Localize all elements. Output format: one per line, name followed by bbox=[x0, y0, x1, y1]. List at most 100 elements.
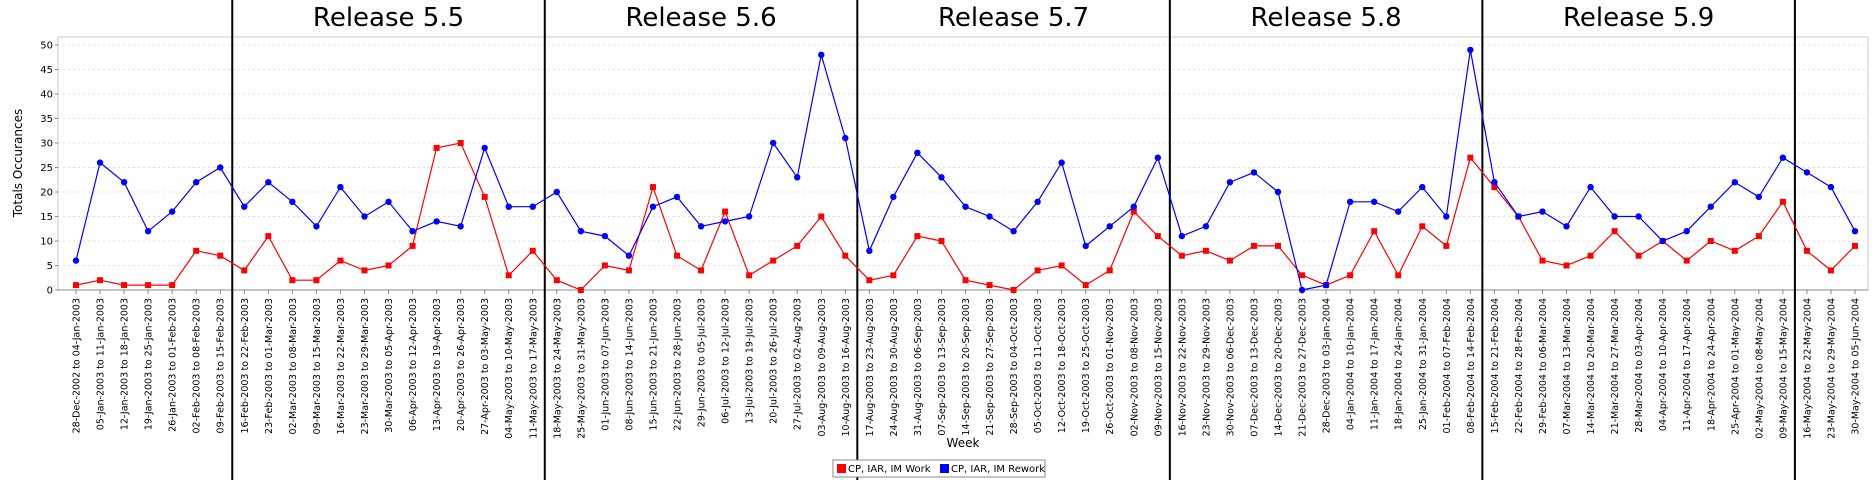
y-tick-label: 10 bbox=[40, 237, 53, 248]
data-point bbox=[866, 277, 873, 284]
x-tick-label: 04-Apr-2004 to 10-Apr-2004 bbox=[1658, 298, 1669, 431]
y-tick-label: 25 bbox=[40, 163, 53, 174]
y-tick-label: 15 bbox=[40, 212, 53, 223]
data-point bbox=[938, 174, 945, 181]
data-point bbox=[1395, 272, 1402, 279]
x-tick-label: 21-Sep-2003 to 27-Sep-2003 bbox=[985, 298, 996, 436]
legend-label-rework: CP, IAR, IM Rework bbox=[951, 464, 1045, 475]
data-point bbox=[674, 252, 681, 259]
legend: CP, IAR, IM Work CP, IAR, IM Rework bbox=[832, 459, 1046, 478]
data-point bbox=[938, 238, 945, 244]
x-tick-label: 23-May-2004 to 29-May-2004 bbox=[1826, 298, 1837, 439]
release-dividers: Release 5.5 Release 5.6 Release 5.7 Release… bbox=[231, 0, 1796, 480]
x-tick-label: 09-May-2004 to 15-May-2004 bbox=[1778, 298, 1789, 439]
x-tick-label: 18-Apr-2004 to 24-Apr-2004 bbox=[1706, 298, 1717, 431]
data-point bbox=[1250, 169, 1258, 176]
data-point bbox=[73, 282, 79, 289]
x-tick-label: 07-Sep-2003 to 13-Sep-2003 bbox=[937, 298, 948, 436]
x-tick-label: 07-Dec-2003 to 13-Dec-2003 bbox=[1249, 298, 1260, 437]
data-point bbox=[1154, 154, 1162, 161]
data-point bbox=[1370, 198, 1378, 205]
data-point bbox=[1058, 262, 1065, 269]
x-tick-label: 08-Feb-2004 to 14-Feb-2004 bbox=[1466, 298, 1477, 433]
legend-swatch-work bbox=[837, 464, 846, 473]
x-tick-label: 14-Mar-2004 to 20-Mar-2004 bbox=[1586, 298, 1597, 434]
data-point bbox=[1779, 154, 1787, 161]
data-point bbox=[505, 272, 512, 279]
data-point bbox=[770, 257, 777, 264]
x-tick-label: 23-Mar-2003 to 29-Mar-2003 bbox=[360, 298, 371, 434]
data-point bbox=[1082, 282, 1089, 289]
data-point bbox=[625, 252, 633, 259]
release-label: Release 5.8 bbox=[1251, 3, 1402, 33]
x-tick-label: 11-Apr-2004 to 17-Apr-2004 bbox=[1682, 298, 1693, 431]
x-tick-label: 05-Jan-2003 to 11-Jan-2003 bbox=[96, 298, 107, 430]
x-tick-label: 02-Feb-2003 to 08-Feb-2003 bbox=[192, 298, 203, 433]
data-point bbox=[601, 262, 608, 269]
data-point bbox=[193, 179, 200, 186]
y-tick-label: 20 bbox=[40, 188, 53, 199]
data-point bbox=[1611, 213, 1618, 220]
x-tick-label: 16-Mar-2003 to 22-Mar-2003 bbox=[336, 298, 347, 434]
data-point bbox=[1635, 252, 1642, 259]
x-tick-label: 30-May-2004 to 05-Jun-2004 bbox=[1851, 298, 1862, 435]
x-tick-label: 25-May-2003 to 31-May-2003 bbox=[576, 298, 587, 439]
data-point bbox=[1034, 267, 1041, 274]
x-tick-label: 25-Jan-2004 to 31-Jan-2004 bbox=[1418, 298, 1429, 430]
data-point bbox=[962, 203, 969, 210]
x-tick-label: 15-Jun-2003 to 21-Jun-2003 bbox=[648, 298, 659, 431]
data-point bbox=[289, 198, 296, 205]
data-point bbox=[866, 247, 873, 254]
x-tick-label: 19-Oct-2003 to 25-Oct-2003 bbox=[1081, 298, 1092, 433]
y-tick-label: 40 bbox=[40, 90, 53, 101]
x-tick-label: 23-Feb-2003 to 01-Mar-2003 bbox=[264, 298, 275, 434]
data-point bbox=[409, 242, 416, 249]
x-tick-label: 14-Dec-2003 to 20-Dec-2003 bbox=[1274, 298, 1285, 437]
data-point bbox=[1058, 159, 1065, 166]
data-point bbox=[145, 282, 152, 289]
data-point bbox=[1298, 286, 1306, 294]
data-point bbox=[529, 247, 536, 254]
release-label: Release 5.7 bbox=[938, 3, 1089, 33]
release-label: Release 5.5 bbox=[313, 3, 464, 33]
data-point bbox=[1563, 262, 1570, 269]
x-tick-label: 28-Mar-2004 to 03-Apr-2004 bbox=[1634, 298, 1645, 433]
x-tick-label: 29-Feb-2004 to 06-Mar-2004 bbox=[1538, 298, 1549, 434]
data-point bbox=[1683, 228, 1690, 235]
data-point bbox=[746, 272, 753, 279]
data-point bbox=[241, 203, 248, 210]
gridlines bbox=[58, 44, 1868, 266]
data-point bbox=[673, 193, 681, 201]
data-point bbox=[337, 257, 344, 264]
x-tick-label: 28-Dec-2002 to 04-Jan-2003 bbox=[72, 298, 83, 433]
data-point bbox=[1803, 169, 1811, 176]
data-point bbox=[1563, 223, 1570, 230]
data-point bbox=[385, 198, 392, 205]
data-point bbox=[1467, 154, 1474, 161]
x-tick-label: 06-Jul-2003 to 12-Jul-2003 bbox=[721, 298, 732, 424]
data-point bbox=[1178, 232, 1186, 240]
data-point bbox=[265, 179, 272, 186]
x-tick-label: 13-Apr-2003 to 19-Apr-2003 bbox=[432, 298, 443, 431]
data-point bbox=[842, 252, 849, 259]
data-point bbox=[1250, 242, 1257, 249]
data-point bbox=[241, 267, 248, 274]
x-tick-label: 09-Feb-2003 to 15-Feb-2003 bbox=[216, 298, 227, 433]
data-point bbox=[1491, 179, 1498, 186]
x-tick-label: 24-Aug-2003 to 30-Aug-2003 bbox=[889, 298, 900, 437]
data-point bbox=[1010, 287, 1017, 293]
legend-label-work: CP, IAR, IM Work bbox=[848, 464, 931, 475]
data-point bbox=[601, 232, 609, 240]
data-point bbox=[1635, 213, 1642, 220]
data-point bbox=[1515, 213, 1522, 220]
data-point bbox=[625, 267, 632, 274]
data-point bbox=[1539, 208, 1546, 215]
data-point bbox=[120, 179, 128, 186]
data-point bbox=[1851, 228, 1859, 235]
data-point bbox=[169, 282, 176, 289]
release-label: Release 5.9 bbox=[1563, 3, 1714, 33]
data-point bbox=[1491, 184, 1498, 191]
data-point bbox=[409, 228, 416, 235]
data-point bbox=[1779, 198, 1786, 205]
data-point bbox=[265, 233, 272, 240]
